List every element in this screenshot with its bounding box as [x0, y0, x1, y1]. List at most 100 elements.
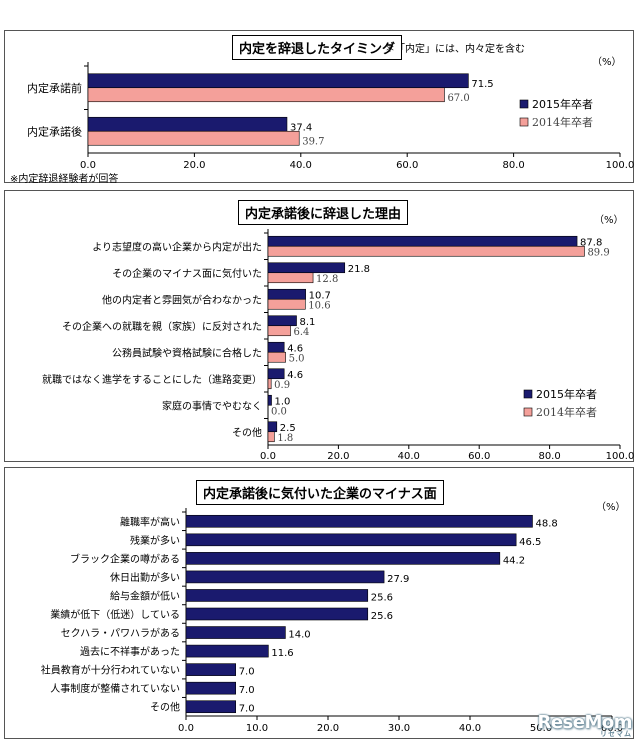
data-label: 7.0 — [239, 704, 255, 715]
data-label: 39.7 — [302, 136, 324, 147]
chart-panel-reasons — [4, 190, 634, 462]
category-label: 残業が多い — [130, 534, 180, 547]
data-label: 7.0 — [239, 685, 255, 696]
category-label: ブラック企業の噂がある — [70, 552, 180, 565]
legend-label: 2014年卒者 — [536, 405, 597, 419]
data-label: 44.2 — [503, 555, 525, 566]
bar — [267, 368, 285, 380]
chart-footnote-timing: ※内定辞退経験者が回答 — [10, 174, 119, 185]
category-label: 業績が低下（低迷）している — [50, 608, 180, 621]
x-tick-label: 0.0 — [260, 451, 276, 462]
x-tick-label: 20.0 — [183, 160, 205, 171]
bar — [185, 681, 237, 695]
data-label: 11.6 — [271, 648, 293, 659]
category-label: より志望度の高い企業から内定が出た — [92, 240, 262, 253]
bar — [267, 315, 297, 327]
category-label: 休日出勤が多い — [110, 571, 180, 584]
bar — [87, 130, 300, 146]
data-label: 12.8 — [316, 274, 338, 285]
data-label: 89.9 — [587, 247, 609, 258]
category-label: その他 — [232, 426, 262, 439]
legend-label: 2015年卒者 — [532, 97, 593, 111]
data-label: 0.0 — [271, 406, 287, 417]
data-label: 4.6 — [287, 343, 303, 354]
bar — [267, 421, 278, 433]
bar — [267, 288, 306, 300]
chart-unit-reasons: （%） — [594, 215, 624, 226]
x-tick-label: 60.0 — [468, 451, 490, 462]
data-label: 10.6 — [308, 300, 330, 311]
data-label: 10.7 — [309, 290, 331, 301]
data-label: 25.6 — [371, 611, 393, 622]
chart-panel-minus — [4, 467, 634, 739]
x-tick-label: 40.0 — [290, 160, 312, 171]
category-label: 過去に不祥事があった — [80, 645, 180, 658]
bar — [267, 272, 314, 284]
x-tick-label: 0.0 — [178, 723, 194, 734]
x-tick-label: 80.0 — [538, 451, 560, 462]
category-label: 社員教育が十分行われていない — [41, 664, 180, 677]
bar — [87, 73, 469, 89]
bar — [267, 298, 306, 310]
data-label: 67.0 — [447, 93, 469, 104]
bar — [87, 87, 445, 103]
bar — [267, 262, 346, 274]
category-label: 人事制度が整備されていない — [50, 682, 180, 695]
data-label: 8.1 — [300, 317, 316, 328]
bar — [185, 700, 237, 714]
bar — [185, 589, 369, 602]
x-tick-label: 0.0 — [80, 160, 96, 171]
bar — [267, 235, 578, 247]
bar — [267, 394, 272, 406]
x-tick-label: 100.0 — [606, 451, 635, 462]
bar — [185, 626, 286, 639]
x-tick-label: 40.0 — [398, 451, 420, 462]
chart-unit-timing: （%） — [592, 57, 622, 68]
bar — [185, 533, 517, 547]
data-label: 4.6 — [287, 370, 303, 381]
x-tick-label: 60.0 — [396, 160, 418, 171]
bar — [185, 552, 501, 565]
chart-title-minus: 内定承諾後に気付いた企業のマイナス面 — [196, 480, 444, 505]
category-label: 他の内定者と雰囲気が合わなかった — [102, 293, 262, 306]
bar — [185, 514, 533, 528]
x-tick-label: 100.0 — [606, 160, 635, 171]
x-tick-label: 30.0 — [388, 723, 410, 734]
data-label: 0.9 — [274, 380, 290, 391]
x-tick-label: 20.0 — [317, 723, 339, 734]
legend-swatch — [523, 389, 533, 399]
bar — [267, 431, 275, 443]
data-label: 87.8 — [580, 237, 602, 248]
category-label: 離職率が高い — [120, 515, 180, 528]
category-label: 就職ではなく進学をすることにした（進路変更） — [42, 373, 262, 386]
bar — [267, 341, 285, 353]
legend-swatch — [519, 99, 529, 109]
category-label: 給与金額が低い — [110, 589, 180, 602]
bar — [185, 644, 269, 658]
category-label: その企業のマイナス面に気付いた — [112, 267, 262, 280]
category-label: 家庭の事情でやむなく — [162, 399, 262, 412]
data-label: 2.5 — [280, 423, 296, 434]
data-label: 37.4 — [290, 122, 312, 133]
x-tick-label: 50.0 — [530, 723, 552, 734]
legend-swatch — [523, 407, 533, 417]
data-label: 1.0 — [275, 396, 291, 407]
chart-note-timing: ＊「内定」には、内々定を含む — [385, 44, 525, 55]
x-tick-label: 60.0 — [601, 723, 623, 734]
bar — [185, 570, 385, 584]
resemom-logo: ReseMom リセマム — [537, 712, 632, 738]
data-label: 7.0 — [239, 667, 255, 678]
data-label: 21.8 — [348, 264, 370, 275]
x-tick-label: 80.0 — [502, 160, 524, 171]
data-label: 46.5 — [519, 537, 541, 548]
x-tick-label: 20.0 — [327, 451, 349, 462]
data-label: 27.9 — [387, 574, 409, 585]
legend-label: 2014年卒者 — [532, 115, 593, 129]
data-label: 1.8 — [277, 433, 293, 444]
bar — [267, 351, 286, 363]
category-label: 内定承諾後 — [27, 124, 82, 138]
bar — [267, 378, 272, 390]
chart-title-timing: 内定を辞退したタイミング — [232, 35, 403, 60]
bar — [267, 245, 585, 257]
